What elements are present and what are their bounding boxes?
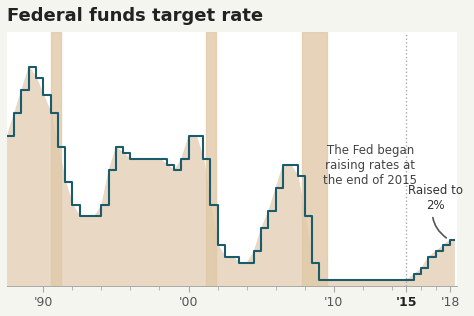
Bar	[302, 32, 327, 286]
Bar	[51, 32, 61, 286]
Text: Raised to
2%: Raised to 2%	[408, 184, 463, 238]
Bar	[206, 32, 216, 286]
Text: Federal funds target rate: Federal funds target rate	[7, 7, 263, 25]
Text: The Fed began
raising rates at
the end of 2015: The Fed began raising rates at the end o…	[323, 144, 417, 187]
